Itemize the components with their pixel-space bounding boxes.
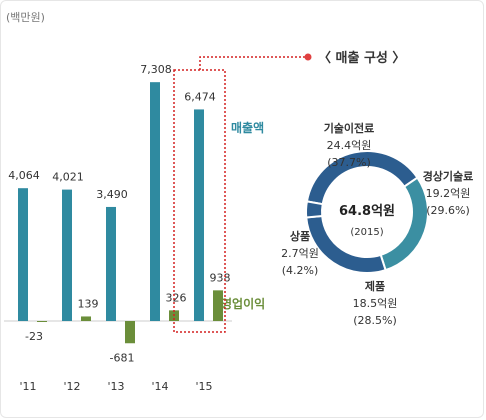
bar-sales xyxy=(18,188,28,321)
bar-profit-label: -681 xyxy=(110,351,135,364)
bar-profit-label: 938 xyxy=(210,271,231,284)
bar-profit-label: 326 xyxy=(166,291,187,304)
bar-profit xyxy=(81,316,91,321)
bar-profit xyxy=(37,321,47,322)
bar-sales-label: 3,490 xyxy=(96,188,128,201)
slice-amount: 19.2억원 xyxy=(425,187,471,200)
donut-center-sub: (2015) xyxy=(350,227,383,238)
bar-sales xyxy=(150,82,160,321)
donut-label-product: 제품 18.5억원 (28.5%) xyxy=(330,278,420,329)
bar-sales xyxy=(106,206,116,321)
donut-label-tech-transfer: 기술이전료 24.4억원 (37.7%) xyxy=(304,120,394,171)
bar-sales xyxy=(62,189,72,321)
slice-percent: (29.6%) xyxy=(426,204,470,217)
slice-amount: 18.5억원 xyxy=(352,297,398,310)
bar-profit xyxy=(125,321,135,344)
slice-name: 기술이전료 xyxy=(323,122,375,135)
slice-name: 경상기술료 xyxy=(422,170,474,183)
donut-center-value: 64.8억원 xyxy=(339,204,395,219)
slice-amount: 24.4억원 xyxy=(326,139,372,152)
x-tick-label: '13 xyxy=(107,380,124,393)
bar-sales-label: 7,308 xyxy=(140,63,172,76)
slice-name: 제품 xyxy=(364,280,386,293)
unit-label: (백만원) xyxy=(6,11,45,24)
bar-profit-label: 139 xyxy=(78,297,99,310)
x-tick-label: '12 xyxy=(63,380,80,393)
x-tick-label: '15 xyxy=(195,380,212,393)
slice-percent: (37.7%) xyxy=(327,156,371,169)
slice-name: 상품 xyxy=(289,230,311,243)
donut-label-royalty: 경상기술료 19.2억원 (29.6%) xyxy=(408,168,486,219)
bar-sales-label: 6,474 xyxy=(184,90,216,103)
slice-amount: 2.7억원 xyxy=(281,247,319,260)
bar-sales-label: 4,064 xyxy=(8,169,40,182)
legend-profit: 영업이익 xyxy=(221,296,265,311)
x-tick-label: '11 xyxy=(19,380,36,393)
bar-profit-label: -23 xyxy=(25,330,43,343)
donut-slice xyxy=(305,200,324,219)
slice-percent: (4.2%) xyxy=(281,264,319,277)
legend-sales: 매출액 xyxy=(231,120,264,135)
bar-sales-label: 4,021 xyxy=(52,171,84,184)
callout-title: 〈 매출 구성 〉 xyxy=(318,50,405,66)
bar-profit xyxy=(213,290,223,321)
slice-percent: (28.5%) xyxy=(353,314,397,327)
bar-sales xyxy=(194,109,204,321)
x-tick-label: '14 xyxy=(151,380,168,393)
callout-dot xyxy=(304,53,312,61)
callout-connector xyxy=(199,56,305,70)
donut-label-goods: 상품 2.7억원 (4.2%) xyxy=(264,228,336,279)
